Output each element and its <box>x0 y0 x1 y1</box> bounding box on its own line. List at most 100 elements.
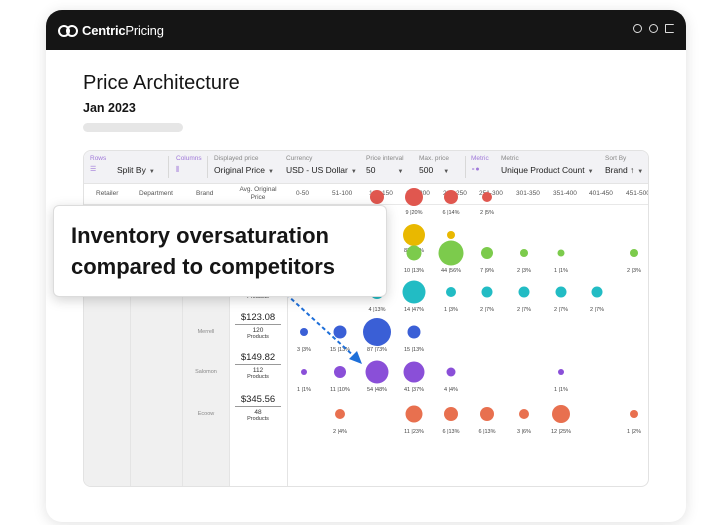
header-price-band[interactable]: 401-450 <box>589 190 613 197</box>
logout-icon[interactable] <box>665 24 674 33</box>
bubble-label: 2 |7% <box>480 307 494 313</box>
bubble-mark[interactable] <box>630 410 638 418</box>
bubble-mark[interactable] <box>552 405 570 423</box>
sort-by-value: Brand ↑ <box>605 165 635 175</box>
bubble-mark[interactable] <box>482 192 492 202</box>
rows-control[interactable]: Rows ☰ <box>90 155 106 173</box>
split-by-value: Split By <box>117 165 146 175</box>
bubble-mark[interactable] <box>363 318 391 346</box>
header-retailer[interactable]: Retailer <box>96 190 119 197</box>
header-brand[interactable]: Brand <box>196 190 214 197</box>
bubble-mark[interactable] <box>557 249 565 257</box>
centricpricing-logo[interactable]: CentricPricing <box>58 23 164 38</box>
callout-text: Inventory oversaturation compared to com… <box>71 220 335 282</box>
bubble-label: 2 |7% <box>590 307 604 313</box>
bubble-mark[interactable] <box>630 249 638 257</box>
bubble-label: 6 |13% <box>442 429 460 435</box>
bubble-mark[interactable] <box>403 361 425 383</box>
settings-icon[interactable] <box>649 24 658 33</box>
bubble-mark[interactable] <box>402 280 426 304</box>
price-interval-label: Price interval <box>366 155 404 162</box>
product-count: 48 <box>254 409 262 416</box>
displayed-price-dropdown[interactable]: Displayed price Original Price ▼ <box>214 155 274 175</box>
max-price-dropdown[interactable]: Max. price 500 ▼ <box>419 155 449 175</box>
bubble-label: 87 |73% <box>366 347 388 353</box>
max-price-label: Max. price <box>419 155 449 162</box>
logo-text-bold: Centric <box>82 23 126 38</box>
bubble-label: 11 |23% <box>404 429 424 435</box>
callout-line-1: Inventory oversaturation <box>71 223 329 248</box>
department-label: Salomon <box>195 369 217 375</box>
bubble-mark[interactable] <box>405 405 423 423</box>
price-interval-dropdown[interactable]: Price interval 50 ▼ <box>366 155 404 175</box>
bubble-mark[interactable] <box>444 407 458 421</box>
bubble-mark[interactable] <box>481 247 493 259</box>
header-price-band[interactable]: 51-100 <box>332 190 353 197</box>
metric-dropdown[interactable]: Metric Unique Product Count ▼ <box>501 155 594 175</box>
help-icon[interactable] <box>633 24 642 33</box>
bubble-mark[interactable] <box>300 328 308 336</box>
divider <box>207 156 208 178</box>
bubble-mark[interactable] <box>555 286 567 298</box>
currency-dropdown[interactable]: Currency USD - US Dollar ▼ <box>286 155 357 175</box>
bubble-mark[interactable] <box>518 286 530 298</box>
bubble-mark[interactable] <box>370 190 384 204</box>
app-window: CentricPricing Price Architecture Jan 20… <box>46 10 686 522</box>
bubble-mark[interactable] <box>403 224 425 246</box>
product-unit: Products <box>247 374 269 380</box>
bubble-label: 6 |14% <box>442 210 460 216</box>
bubble-mark[interactable] <box>447 231 455 239</box>
divider <box>182 205 183 486</box>
metric-control[interactable]: Metric ∘● <box>471 155 489 173</box>
bubble-mark[interactable] <box>481 286 493 298</box>
bubble-mark[interactable] <box>519 409 529 419</box>
callout-box: Inventory oversaturation compared to com… <box>53 205 387 297</box>
bubble-mark[interactable] <box>406 245 422 261</box>
bubble-mark[interactable] <box>334 366 346 378</box>
header-price-band[interactable]: 301-350 <box>516 190 540 197</box>
header-price-band[interactable]: 0-50 <box>296 190 310 197</box>
top-bar: CentricPricing <box>46 10 686 50</box>
bubble-mark[interactable] <box>301 369 307 375</box>
bubble-label: 4 |13% <box>368 307 386 313</box>
header-avg-price[interactable]: Avg. Original Price <box>239 186 277 201</box>
header-department[interactable]: Department <box>139 190 173 197</box>
bubble-label: 11 |10% <box>330 387 350 393</box>
bubble-mark[interactable] <box>365 360 389 384</box>
bubble-mark[interactable] <box>333 325 347 339</box>
department-label: Merrell <box>197 329 215 335</box>
bubble-label: 4 |4% <box>444 387 458 393</box>
bubble-mark[interactable] <box>558 369 564 375</box>
bubble-mark[interactable] <box>335 409 345 419</box>
bubble-mark[interactable] <box>438 240 464 266</box>
bubble-mark[interactable] <box>407 325 421 339</box>
header-price-band[interactable]: 351-400 <box>553 190 577 197</box>
bubble-label: 2 |4% <box>333 429 347 435</box>
bubble-mark[interactable] <box>520 249 528 257</box>
bubble-label: 44 |56% <box>440 268 462 274</box>
product-unit: Products <box>247 416 269 422</box>
columns-control[interactable]: Columns ⦀ <box>176 155 202 175</box>
bubble-label: 2 |7% <box>517 307 531 313</box>
callout-line-2: compared to competitors <box>71 254 336 279</box>
page-title: Price Architecture <box>83 72 240 94</box>
product-count: 120 <box>252 327 264 334</box>
split-by-dropdown[interactable]: Split By ▼ <box>117 162 155 175</box>
chevron-down-icon: ▼ <box>350 169 357 175</box>
sort-by-dropdown[interactable]: Sort By Brand ↑ ▼ <box>605 155 643 175</box>
bubble-mark[interactable] <box>446 367 456 377</box>
bubble-mark[interactable] <box>591 286 603 298</box>
bubble-label: 9 |20% <box>405 210 423 216</box>
bubble-label: 3 |6% <box>517 429 531 435</box>
columns-icon: ⦀ <box>176 165 180 174</box>
price-architecture-panel: Rows ☰ Split By ▼ Columns ⦀ Displayed pri… <box>83 150 649 487</box>
bubble-label: 2 |3% <box>627 268 641 274</box>
bubble-mark[interactable] <box>480 407 494 421</box>
bubble-mark[interactable] <box>444 190 458 204</box>
bubble-mark[interactable] <box>446 287 456 297</box>
currency-label: Currency <box>286 155 313 162</box>
header-price-band[interactable]: 451-500 <box>626 190 649 197</box>
bubble-label: 12 |25% <box>550 429 572 435</box>
divider <box>130 205 131 486</box>
bubble-mark[interactable] <box>405 188 423 206</box>
